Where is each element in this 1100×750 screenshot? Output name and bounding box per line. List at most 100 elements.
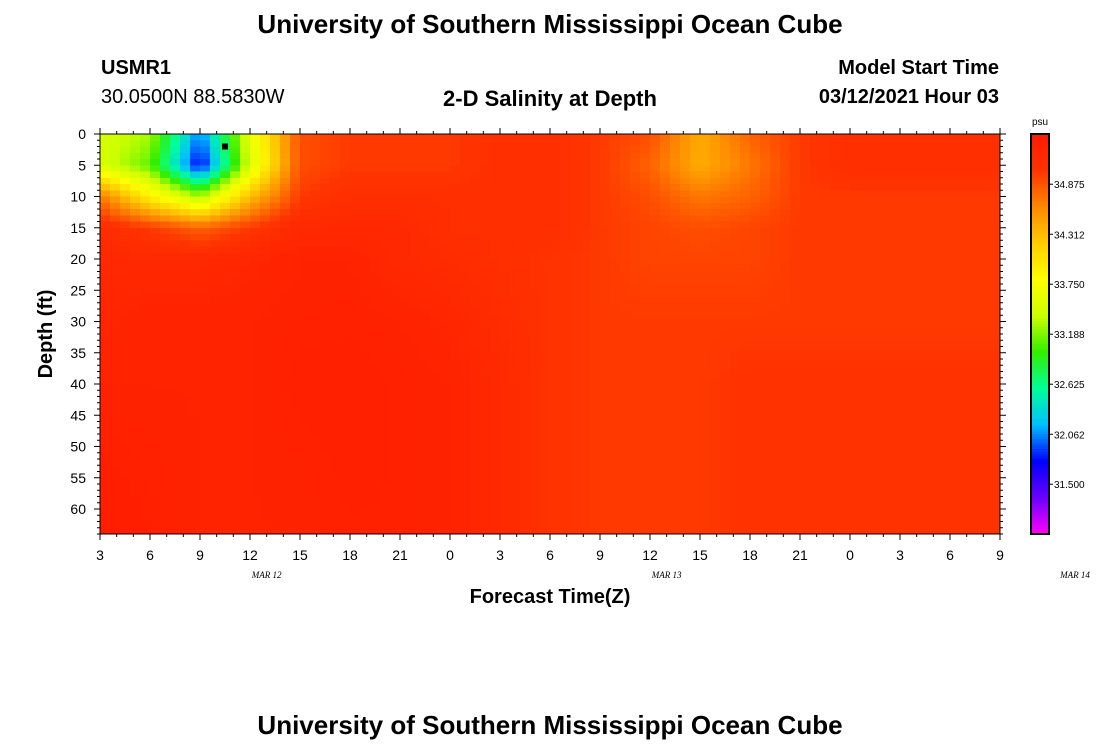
heatmap-cell: [530, 384, 541, 391]
heatmap-cell: [320, 271, 331, 279]
heatmap-cell: [640, 202, 651, 210]
heatmap-cell: [810, 152, 821, 160]
heatmap-cell: [740, 465, 751, 473]
heatmap-cell: [770, 177, 781, 185]
heatmap-cell: [880, 446, 891, 454]
heatmap-cell: [240, 440, 251, 448]
heatmap-cell: [420, 477, 431, 485]
heatmap-cell: [890, 340, 901, 348]
heatmap-cell: [720, 390, 731, 398]
heatmap-cell: [490, 252, 501, 260]
heatmap-cell: [890, 152, 901, 160]
heatmap-cell: [590, 465, 601, 473]
heatmap-cell: [500, 471, 511, 479]
heatmap-cell: [860, 465, 871, 473]
heatmap-cell: [310, 252, 321, 260]
heatmap-cell: [420, 196, 431, 204]
heatmap-cell: [950, 409, 961, 416]
heatmap-cell: [770, 271, 781, 279]
heatmap-cell: [210, 221, 221, 229]
heatmap-cell: [820, 421, 831, 429]
heatmap-cell: [520, 290, 531, 298]
heatmap-cell: [400, 184, 411, 191]
heatmap-cell: [820, 427, 831, 435]
heatmap-cell: [390, 415, 401, 423]
heatmap-cell: [910, 359, 921, 366]
heatmap-cell: [620, 346, 631, 354]
heatmap-cell: [420, 134, 431, 141]
heatmap-cell: [760, 421, 771, 429]
heatmap-cell: [360, 265, 371, 273]
heatmap-cell: [470, 390, 481, 398]
heatmap-cell: [620, 152, 631, 160]
heatmap-cell: [350, 477, 361, 485]
heatmap-cell: [800, 296, 811, 304]
heatmap-cell: [910, 234, 921, 241]
heatmap-cell: [380, 459, 391, 466]
heatmap-cell: [990, 134, 1000, 141]
heatmap-cell: [260, 371, 271, 379]
heatmap-cell: [640, 421, 651, 429]
heatmap-cell: [670, 296, 681, 304]
heatmap-cell: [660, 452, 671, 460]
heatmap-cell: [100, 215, 111, 223]
heatmap-cell: [640, 159, 651, 166]
heatmap-cell: [500, 259, 511, 266]
heatmap-cell: [390, 259, 401, 266]
heatmap-cell: [290, 321, 301, 329]
heatmap-cell: [230, 346, 241, 354]
heatmap-cell: [780, 209, 791, 216]
heatmap-cell: [630, 321, 641, 329]
heatmap-cell: [330, 396, 341, 404]
heatmap-cell: [760, 471, 771, 479]
heatmap-cell: [100, 284, 111, 291]
heatmap-cell: [180, 209, 191, 216]
heatmap-cell: [440, 259, 451, 266]
heatmap-cell: [590, 290, 601, 298]
heatmap-cell: [690, 384, 701, 391]
heatmap-cell: [910, 384, 921, 391]
heatmap-cell: [570, 340, 581, 348]
heatmap-cell: [750, 246, 761, 254]
heatmap-cell: [760, 284, 771, 291]
heatmap-cell: [330, 159, 341, 166]
heatmap-cell: [640, 471, 651, 479]
heatmap-cell: [590, 415, 601, 423]
heatmap-cell: [720, 377, 731, 385]
heatmap-cell: [750, 465, 761, 473]
heatmap-cell: [530, 390, 541, 398]
heatmap-cell: [900, 459, 911, 466]
heatmap-cell: [580, 227, 591, 235]
heatmap-cell: [380, 359, 391, 366]
heatmap-cell: [990, 334, 1000, 341]
heatmap-cell: [770, 377, 781, 385]
heatmap-cell: [860, 446, 871, 454]
heatmap-cell: [220, 321, 231, 329]
heatmap-cell: [170, 221, 181, 229]
heatmap-cell: [190, 390, 201, 398]
heatmap-cell: [470, 259, 481, 266]
heatmap-cell: [520, 446, 531, 454]
heatmap-cell: [310, 165, 321, 173]
heatmap-cell: [110, 359, 121, 366]
heatmap-cell: [410, 446, 421, 454]
heatmap-cell: [290, 184, 301, 191]
heatmap-cell: [460, 159, 471, 166]
heatmap-cell: [310, 196, 321, 204]
heatmap-cell: [870, 246, 881, 254]
heatmap-cell: [820, 352, 831, 360]
heatmap-cell: [900, 302, 911, 310]
heatmap-cell: [800, 321, 811, 329]
heatmap-cell: [240, 371, 251, 379]
heatmap-cell: [640, 296, 651, 304]
heatmap-cell: [540, 246, 551, 254]
heatmap-cell: [830, 234, 841, 241]
heatmap-cell: [550, 240, 561, 248]
heatmap-cell: [900, 271, 911, 279]
heatmap-cell: [770, 471, 781, 479]
heatmap-cell: [830, 159, 841, 166]
heatmap-cell: [310, 159, 321, 166]
heatmap-cell: [140, 190, 151, 198]
heatmap-cell: [730, 196, 741, 204]
heatmap-cell: [440, 215, 451, 223]
